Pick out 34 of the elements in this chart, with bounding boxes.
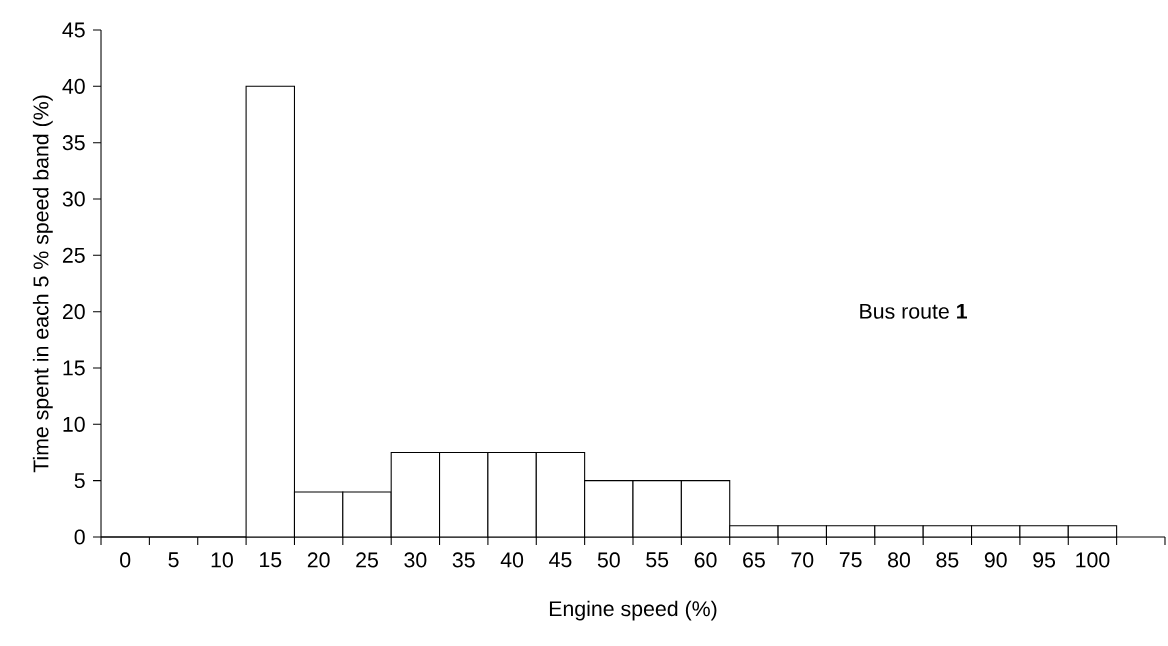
x-tick-label: 10 xyxy=(211,552,233,568)
x-tick-label: 5 xyxy=(168,552,179,568)
x-tick-label: 40 xyxy=(500,552,524,568)
x-tick-label: 60 xyxy=(694,552,717,568)
y-tick-label: 10 xyxy=(63,416,85,432)
y-tick-label: 35 xyxy=(62,135,85,151)
x-tick-label: 95 xyxy=(1033,552,1056,568)
annotation: Bus route 1 xyxy=(860,303,968,319)
x-tick-label: 50 xyxy=(597,552,620,568)
x-tick-label: 55 xyxy=(646,552,669,568)
x-tick-label: 45 xyxy=(549,552,572,568)
y-tick-label: 25 xyxy=(62,247,85,263)
y-tick-label: 5 xyxy=(74,473,85,489)
y-tick-label: 15 xyxy=(63,360,85,376)
x-axis-title: Engine speed (%) xyxy=(549,600,717,621)
x-tick-label: 0 xyxy=(120,552,131,568)
x-tick-label: 100 xyxy=(1076,552,1110,568)
y-tick-label: 20 xyxy=(62,304,85,320)
x-tick-label: 85 xyxy=(936,552,959,568)
y-tick-label: 30 xyxy=(62,191,85,207)
x-tick-label: 75 xyxy=(839,552,862,568)
x-tick-label: 65 xyxy=(743,552,765,568)
x-tick-label: 90 xyxy=(984,552,1007,568)
x-tick-label: 30 xyxy=(404,552,427,568)
x-tick-label: 25 xyxy=(356,552,378,568)
x-tick-label: 70 xyxy=(791,552,814,568)
y-tick-label: 40 xyxy=(62,78,85,94)
x-tick-label: 15 xyxy=(260,552,282,568)
x-tick-label: 80 xyxy=(888,552,911,568)
x-tick-label: 35 xyxy=(452,552,475,568)
y-tick-label: 0 xyxy=(74,529,85,545)
y-tick-label: 45 xyxy=(62,22,85,38)
y-axis-title: Time spent in each 5 % speed band (%) xyxy=(32,95,53,473)
x-tick-label: 20 xyxy=(307,552,330,568)
